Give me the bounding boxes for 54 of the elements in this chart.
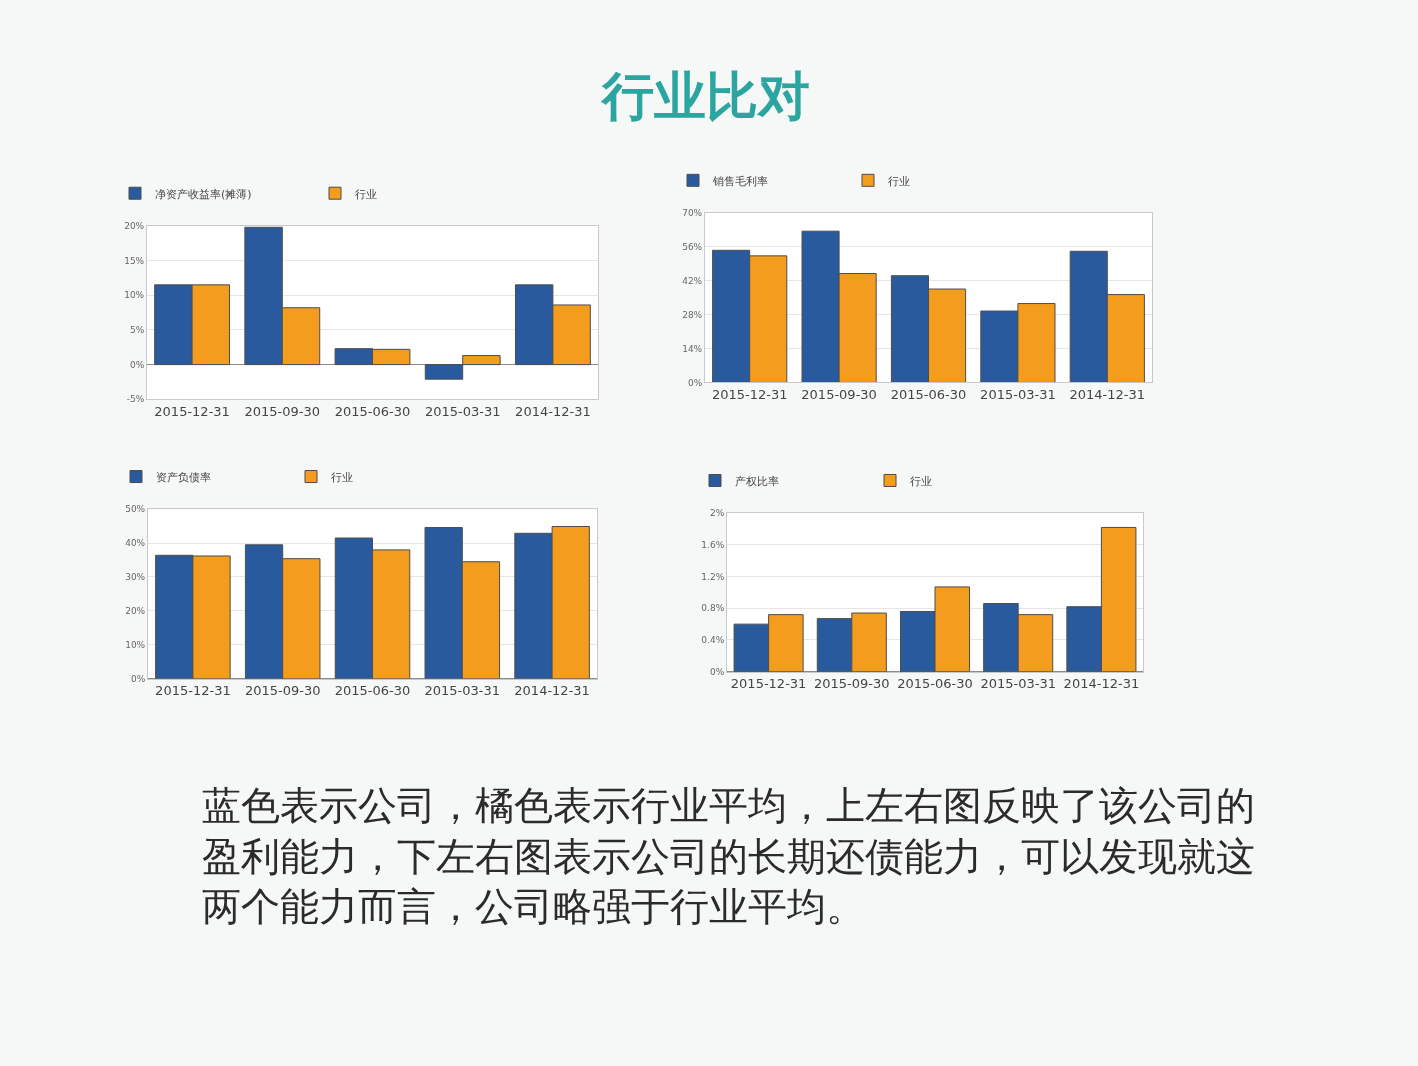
x-tick-label: 2015-06-30 xyxy=(334,403,411,419)
x-tick-label: 2015-03-31 xyxy=(980,387,1056,403)
y-tick-label: 28% xyxy=(682,309,703,320)
legend-label: 净资产收益率(摊薄) xyxy=(155,187,252,201)
x-tick-label: 2015-03-31 xyxy=(980,676,1056,692)
legend-label: 产权比率 xyxy=(735,474,779,488)
x-tick-label: 2014-12-31 xyxy=(1069,387,1146,403)
y-tick-label: 56% xyxy=(682,242,703,253)
y-tick-label: 0% xyxy=(129,359,145,370)
x-tick-label: 2014-12-31 xyxy=(514,683,590,699)
x-tick-label: 2014-12-31 xyxy=(515,403,591,419)
y-tick-label: 2% xyxy=(709,508,725,519)
x-tick-label: 2015-12-31 xyxy=(711,387,788,403)
y-tick-label: 0% xyxy=(130,673,146,684)
x-tick-label: 2015-12-31 xyxy=(154,403,230,419)
legend-label: 资产负债率 xyxy=(156,470,211,484)
legend-label: 行业 xyxy=(331,470,353,484)
y-tick-label: 0.8% xyxy=(701,603,725,614)
x-tick-label: 2015-03-31 xyxy=(424,403,501,419)
y-tick-label: 20% xyxy=(124,221,145,232)
legend-label: 行业 xyxy=(355,187,377,201)
text: 行业比对 xyxy=(600,66,810,126)
y-tick-label: 5% xyxy=(129,325,145,336)
y-tick-label: 10% xyxy=(124,290,145,301)
y-tick-label: 1.6% xyxy=(701,540,725,551)
x-tick-label: 2015-09-30 xyxy=(244,683,321,699)
y-tick-label: 70% xyxy=(682,208,703,219)
y-tick-label: 20% xyxy=(125,606,146,617)
y-tick-label: 14% xyxy=(682,343,703,354)
x-tick-label: 2015-12-31 xyxy=(730,676,807,692)
y-tick-label: 42% xyxy=(682,275,703,286)
y-tick-label: 15% xyxy=(124,255,145,266)
legend-label: 销售毛利率 xyxy=(712,174,768,188)
y-tick-label: 40% xyxy=(125,538,146,549)
y-tick-label: 30% xyxy=(125,572,146,583)
text: 蓝色表示公司，橘色表示行业平均，上左右图反映了该公司的盈利能力，下左右图表示公司的长期还债能力，可以发现就这两个能力而言，公司略强于行业平均。 xyxy=(202,783,1255,930)
legend-label: 行业 xyxy=(888,174,910,188)
x-tick-label: 2015-06-30 xyxy=(334,683,411,699)
y-tick-label: 1.2% xyxy=(701,571,725,582)
x-tick-label: 2015-06-30 xyxy=(890,387,967,403)
x-tick-label: 2014-12-31 xyxy=(1063,676,1140,692)
x-tick-label: 2015-09-30 xyxy=(244,403,321,419)
x-tick-label: 2015-09-30 xyxy=(801,387,877,403)
y-tick-label: 50% xyxy=(125,504,146,515)
y-tick-label: 0.4% xyxy=(701,635,725,646)
x-tick-label: 2015-03-31 xyxy=(424,683,501,699)
x-tick-label: 2015-12-31 xyxy=(155,683,231,699)
y-tick-label: 10% xyxy=(125,639,146,650)
x-tick-label: 2015-06-30 xyxy=(897,676,973,692)
y-tick-label: -5% xyxy=(126,394,145,405)
y-tick-label: 0% xyxy=(687,377,703,388)
legend-label: 行业 xyxy=(910,474,932,488)
x-tick-label: 2015-09-30 xyxy=(814,676,890,692)
y-tick-label: 0% xyxy=(709,666,725,677)
